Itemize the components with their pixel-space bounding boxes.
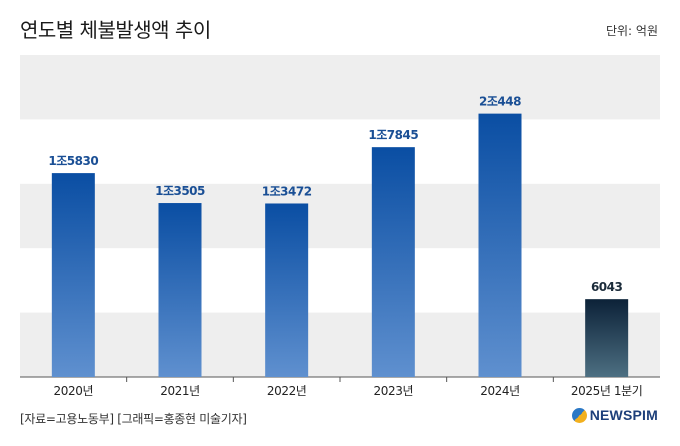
x-tick-label: 2025년 1분기 [571,384,643,398]
chart-title: 연도별 체불발생액 추이 [20,18,211,42]
bar [478,113,522,377]
grid-band [20,312,660,377]
x-tick-label: 2023년 [374,384,414,398]
x-tick-label: 2022년 [267,384,307,398]
data-label: 2조448 [479,95,521,109]
bar [158,203,202,377]
bar [371,147,415,377]
data-label: 1조5830 [48,154,98,168]
unit-label: 단위: 억원 [605,24,658,38]
bar [265,203,309,377]
x-tick-label: 2020년 [54,384,94,398]
x-tick-label: 2021년 [160,384,200,398]
bar [585,299,629,377]
data-label: 1조3472 [262,184,312,198]
logo-text: NEWSPIM [589,407,658,423]
data-label: 1조3505 [155,184,205,198]
data-label: 1조7845 [368,128,418,142]
x-tick-label: 2024년 [480,384,520,398]
grid-band [20,183,660,249]
newspim-logo: NEWSPIM [571,407,658,423]
grid-band [20,55,660,120]
newspim-logo-icon [571,407,587,423]
data-label: 6043 [591,280,623,294]
source-credit: [자료=고용노동부] [그래픽=홍종현 미술기자] [20,412,247,426]
bar [51,173,95,377]
